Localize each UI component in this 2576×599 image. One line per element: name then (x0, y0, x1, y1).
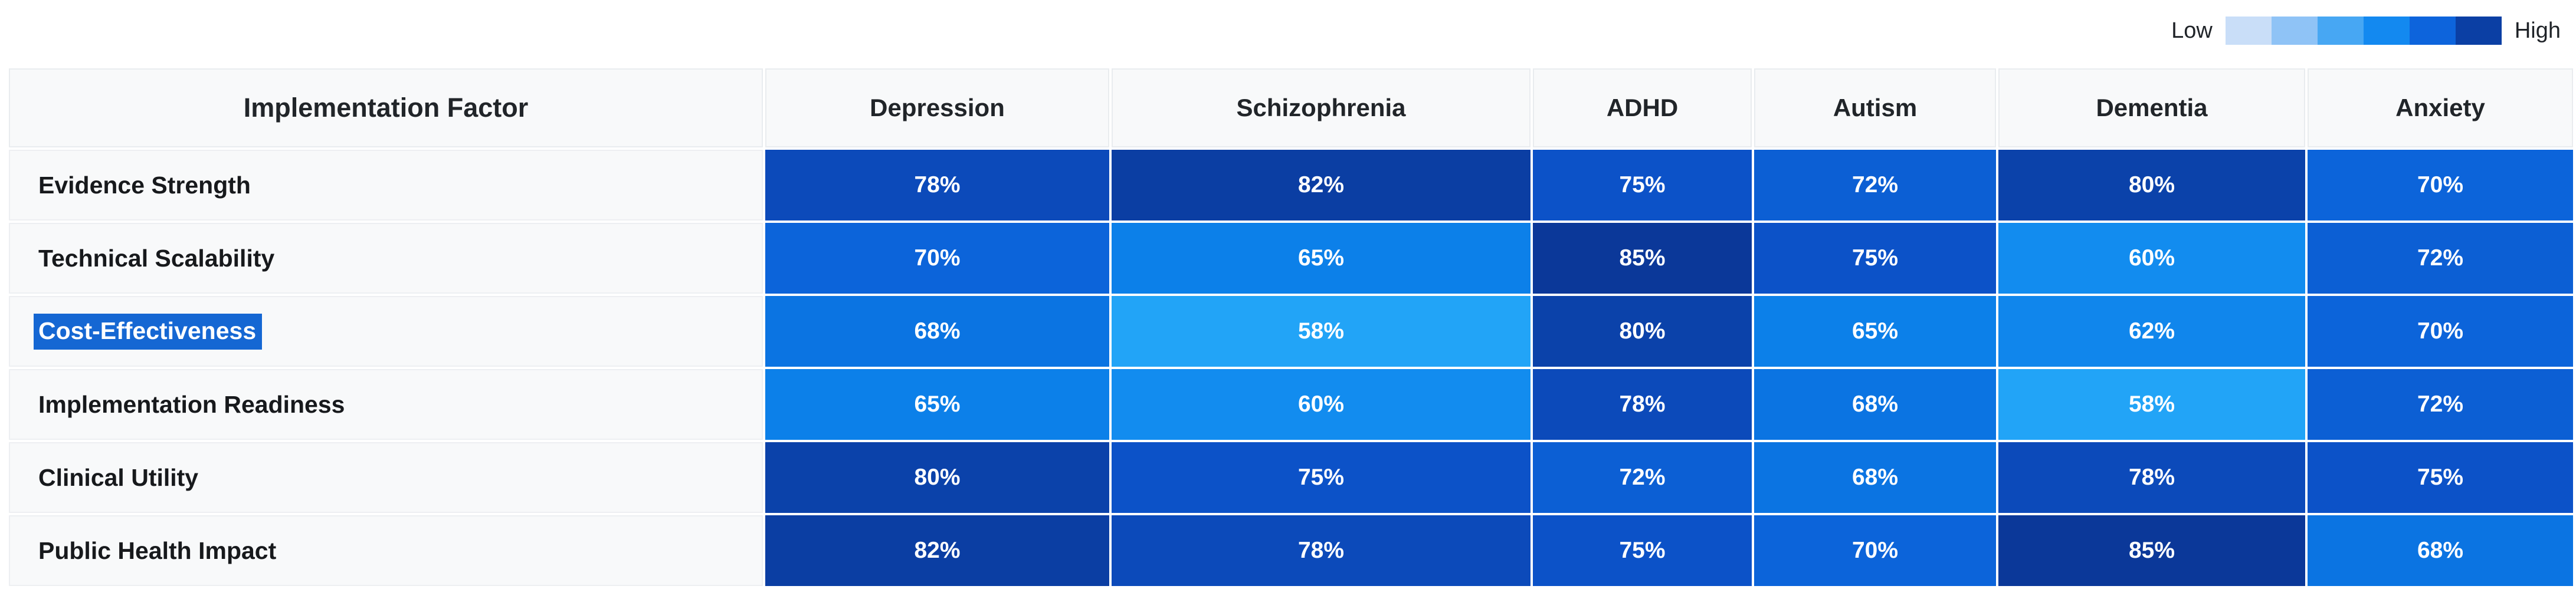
heatmap-cell-implementation-readiness-depression[interactable]: 65% (765, 369, 1109, 440)
heatmap-cell-clinical-utility-anxiety[interactable]: 75% (2308, 442, 2573, 513)
row-label-evidence-strength[interactable]: Evidence Strength (9, 150, 763, 220)
heatmap-cell-cost-effectiveness-dementia[interactable]: 62% (1998, 296, 2305, 367)
heatmap-cell-public-health-impact-schizophrenia[interactable]: 78% (1112, 515, 1530, 586)
heatmap-cell-cost-effectiveness-depression[interactable]: 68% (765, 296, 1109, 367)
heatmap-cell-technical-scalability-schizophrenia[interactable]: 65% (1112, 223, 1530, 294)
column-header-implementation-factor[interactable]: Implementation Factor (9, 68, 763, 147)
column-header-depression[interactable]: Depression (765, 68, 1109, 147)
heatmap-cell-evidence-strength-anxiety[interactable]: 70% (2308, 150, 2573, 220)
heatmap-cell-implementation-readiness-anxiety[interactable]: 72% (2308, 369, 2573, 440)
heatmap-cell-cost-effectiveness-anxiety[interactable]: 70% (2308, 296, 2573, 367)
heatmap-cell-evidence-strength-autism[interactable]: 72% (1754, 150, 1996, 220)
heatmap-cell-public-health-impact-anxiety[interactable]: 68% (2308, 515, 2573, 586)
heatmap-cell-public-health-impact-autism[interactable]: 70% (1754, 515, 1996, 586)
heatmap-cell-clinical-utility-autism[interactable]: 68% (1754, 442, 1996, 513)
heatmap-cell-evidence-strength-dementia[interactable]: 80% (1998, 150, 2305, 220)
heatmap-cell-evidence-strength-adhd[interactable]: 75% (1533, 150, 1752, 220)
column-header-schizophrenia[interactable]: Schizophrenia (1112, 68, 1530, 147)
heatmap-cell-public-health-impact-dementia[interactable]: 85% (1998, 515, 2305, 586)
row-label-text: Technical Scalability (38, 244, 275, 272)
column-header-dementia[interactable]: Dementia (1998, 68, 2305, 147)
heatmap-cell-technical-scalability-dementia[interactable]: 60% (1998, 223, 2305, 294)
heatmap-cell-cost-effectiveness-autism[interactable]: 65% (1754, 296, 1996, 367)
column-header-autism[interactable]: Autism (1754, 68, 1996, 147)
implementation-heatmap-table: Implementation Factor Depression Schizoph… (9, 68, 2573, 586)
heatmap-cell-evidence-strength-depression[interactable]: 78% (765, 150, 1109, 220)
column-header-adhd[interactable]: ADHD (1533, 68, 1752, 147)
heatmap-cell-technical-scalability-autism[interactable]: 75% (1754, 223, 1996, 294)
heatmap-cell-implementation-readiness-autism[interactable]: 68% (1754, 369, 1996, 440)
heatmap-cell-public-health-impact-depression[interactable]: 82% (765, 515, 1109, 586)
row-label-clinical-utility[interactable]: Clinical Utility (9, 442, 763, 513)
legend-swatch (2271, 17, 2318, 45)
heatmap-legend: Low High (2171, 17, 2561, 45)
heatmap-cell-technical-scalability-anxiety[interactable]: 72% (2308, 223, 2573, 294)
heatmap-cell-clinical-utility-schizophrenia[interactable]: 75% (1112, 442, 1530, 513)
heatmap-cell-cost-effectiveness-adhd[interactable]: 80% (1533, 296, 1752, 367)
legend-swatch (2409, 17, 2456, 45)
heatmap-cell-public-health-impact-adhd[interactable]: 75% (1533, 515, 1752, 586)
row-label-text: Implementation Readiness (38, 390, 345, 418)
row-label-text: Clinical Utility (38, 463, 199, 491)
row-label-technical-scalability[interactable]: Technical Scalability (9, 223, 763, 294)
legend-high-label: High (2514, 18, 2561, 43)
heatmap-cell-implementation-readiness-adhd[interactable]: 78% (1533, 369, 1752, 440)
heatmap-cell-clinical-utility-adhd[interactable]: 72% (1533, 442, 1752, 513)
legend-low-label: Low (2171, 18, 2213, 43)
heatmap-cell-cost-effectiveness-schizophrenia[interactable]: 58% (1112, 296, 1530, 367)
heatmap-cell-technical-scalability-depression[interactable]: 70% (765, 223, 1109, 294)
heatmap-cell-clinical-utility-dementia[interactable]: 78% (1998, 442, 2305, 513)
heatmap-cell-technical-scalability-adhd[interactable]: 85% (1533, 223, 1752, 294)
row-label-text: Evidence Strength (38, 171, 251, 199)
row-label-text: Public Health Impact (38, 537, 277, 564)
heatmap-cell-clinical-utility-depression[interactable]: 80% (765, 442, 1109, 513)
legend-gradient-bar (2225, 17, 2502, 45)
selected-row-label-text: Cost-Effectiveness (34, 313, 263, 350)
heatmap-cell-implementation-readiness-dementia[interactable]: 58% (1998, 369, 2305, 440)
row-label-public-health-impact[interactable]: Public Health Impact (9, 515, 763, 586)
legend-swatch (2317, 17, 2364, 45)
row-label-implementation-readiness[interactable]: Implementation Readiness (9, 369, 763, 440)
heatmap-cell-implementation-readiness-schizophrenia[interactable]: 60% (1112, 369, 1530, 440)
legend-swatch (2225, 17, 2272, 45)
column-header-anxiety[interactable]: Anxiety (2308, 68, 2573, 147)
legend-swatch (2455, 17, 2502, 45)
heatmap-cell-evidence-strength-schizophrenia[interactable]: 82% (1112, 150, 1530, 220)
legend-swatch (2363, 17, 2410, 45)
row-label-cost-effectiveness[interactable]: Cost-Effectiveness (9, 296, 763, 367)
